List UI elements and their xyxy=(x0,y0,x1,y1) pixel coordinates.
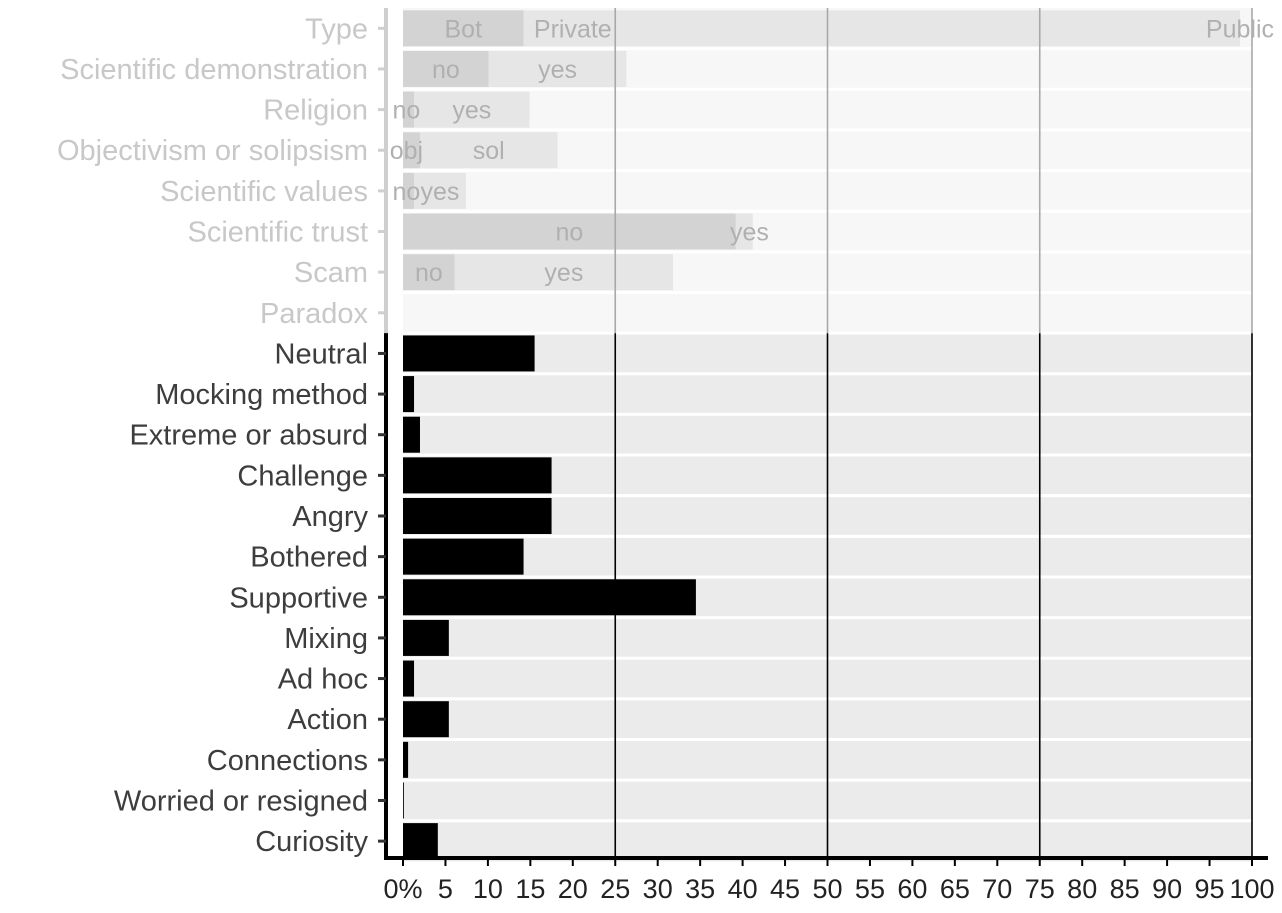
category-label-scientific-demonstration: Scientific demonstration xyxy=(60,54,368,86)
segment-objectivism-or-solipsism-obj xyxy=(403,132,420,169)
category-label-mocking-method: Mocking method xyxy=(155,379,368,411)
segment-type-private xyxy=(523,10,1241,47)
segment-scientific-trust-yes xyxy=(735,213,753,250)
x-tick-label-30: 30 xyxy=(643,874,673,904)
segment-label-religion-yes: yes xyxy=(452,97,491,125)
segment-label-scientific-demonstration-no: no xyxy=(432,56,460,84)
segment-label-type-private: Private xyxy=(534,15,612,43)
bar-curiosity xyxy=(403,823,438,860)
bar-mixing xyxy=(403,619,449,656)
category-label-religion: Religion xyxy=(263,95,368,127)
category-label-scam: Scam xyxy=(294,257,368,289)
bar-action xyxy=(403,701,449,738)
segment-religion-no xyxy=(403,91,415,128)
category-label-extreme-or-absurd: Extreme or absurd xyxy=(129,420,368,452)
x-tick-label-10: 10 xyxy=(473,874,503,904)
segment-label-scientific-trust-no: no xyxy=(555,219,583,247)
segment-scientific-demonstration-no xyxy=(403,50,489,87)
y-axis: Type Scientific demonstration Religion Obje… xyxy=(57,8,388,860)
bar-neutral xyxy=(403,335,535,372)
segment-objectivism-or-solipsism-sol xyxy=(419,132,558,169)
segment-label-religion-no: no xyxy=(392,97,420,125)
segment-label-scam-yes: yes xyxy=(544,259,583,287)
x-tick-label-65: 65 xyxy=(940,874,970,904)
category-label-challenge: Challenge xyxy=(237,460,368,492)
segment-scam-no xyxy=(403,254,455,291)
x-tick-label-0: 0% xyxy=(383,874,422,904)
category-label-connections: Connections xyxy=(207,745,368,777)
bar-bothered xyxy=(403,538,524,575)
category-label-angry: Angry xyxy=(292,501,368,533)
segment-type-bot xyxy=(403,10,524,47)
bar-connections xyxy=(403,741,409,778)
segment-scientific-demonstration-yes xyxy=(488,50,627,87)
x-tick-label-90: 90 xyxy=(1152,874,1182,904)
x-tick-label-50: 50 xyxy=(812,874,842,904)
category-label-curiosity: Curiosity xyxy=(255,826,368,858)
x-tick-label-45: 45 xyxy=(770,874,800,904)
x-tick-label-5: 5 xyxy=(438,874,453,904)
category-label-action: Action xyxy=(287,704,368,736)
bar-mocking-method xyxy=(403,376,415,413)
x-tick-label-35: 35 xyxy=(685,874,715,904)
bar-supportive xyxy=(403,579,696,616)
category-label-bothered: Bothered xyxy=(250,542,368,574)
category-label-scientific-trust: Scientific trust xyxy=(188,217,369,249)
segment-label-type-public: Public xyxy=(1206,15,1274,43)
segment-scam-yes xyxy=(454,254,673,291)
bar-angry xyxy=(403,498,552,534)
x-tick-label-85: 85 xyxy=(1110,874,1140,904)
bar-ad-hoc xyxy=(403,660,415,697)
x-tick-label-100: 100 xyxy=(1229,874,1274,904)
segment-religion-yes xyxy=(414,91,530,128)
x-tick-label-95: 95 xyxy=(1195,874,1225,904)
segment-label-scientific-values-yes: yes xyxy=(420,178,459,206)
category-label-worried-or-resigned: Worried or resigned xyxy=(114,785,368,817)
x-tick-label-60: 60 xyxy=(897,874,927,904)
bars xyxy=(403,335,696,860)
category-label-neutral: Neutral xyxy=(275,338,369,370)
x-tick-label-25: 25 xyxy=(600,874,630,904)
category-label-paradox: Paradox xyxy=(260,298,369,330)
segment-scientific-values-no xyxy=(403,172,415,209)
category-label-supportive: Supportive xyxy=(229,582,368,614)
bar-worried-or-resigned xyxy=(403,782,404,819)
segment-label-objectivism-or-solipsism-obj: obj xyxy=(390,137,423,165)
x-tick-label-15: 15 xyxy=(515,874,545,904)
category-label-type: Type xyxy=(305,13,368,45)
category-label-objectivism-or-solipsism: Objectivism or solipsism xyxy=(57,135,368,167)
segment-label-type-bot: Bot xyxy=(445,15,483,43)
category-label-mixing: Mixing xyxy=(284,623,368,655)
category-label-scientific-values: Scientific values xyxy=(160,176,368,208)
segment-label-scam-no: no xyxy=(415,259,443,287)
category-label-ad-hoc: Ad hoc xyxy=(278,664,368,696)
x-tick-label-80: 80 xyxy=(1067,874,1097,904)
segment-label-scientific-demonstration-yes: yes xyxy=(538,56,577,84)
segment-label-scientific-values-no: no xyxy=(392,178,420,206)
bar-extreme-or-absurd xyxy=(403,416,420,453)
bar-challenge xyxy=(403,457,552,494)
x-tick-label-75: 75 xyxy=(1025,874,1055,904)
segment-label-objectivism-or-solipsism-sol: sol xyxy=(473,137,505,165)
x-tick-label-70: 70 xyxy=(982,874,1012,904)
segment-scientific-values-yes xyxy=(414,172,466,209)
x-tick-label-55: 55 xyxy=(855,874,885,904)
segment-scientific-trust-no xyxy=(403,213,736,250)
x-axis: 0% 5 10 15 20 25 30 35 40 45 50 55 60 65 70 75 80 85 90 95 1… xyxy=(383,856,1275,904)
x-tick-label-20: 20 xyxy=(558,874,588,904)
x-tick-label-40: 40 xyxy=(728,874,758,904)
segment-label-scientific-trust-yes: yes xyxy=(730,219,769,247)
